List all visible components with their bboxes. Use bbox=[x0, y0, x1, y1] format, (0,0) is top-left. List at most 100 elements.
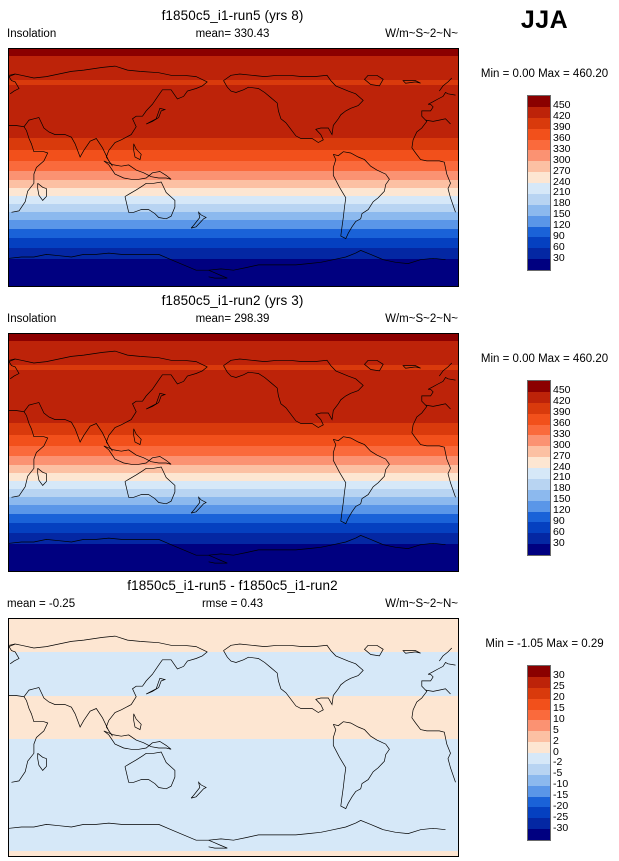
zonal-band bbox=[9, 227, 458, 228]
colorbar-tick-label: 150 bbox=[553, 208, 571, 221]
map-panel-run5: f1850c5_i1-run5 (yrs 8) Insolation mean=… bbox=[0, 0, 619, 287]
zonal-band bbox=[9, 531, 458, 532]
colorbar-tick-label: 15 bbox=[553, 702, 565, 714]
world-map[interactable] bbox=[8, 48, 459, 287]
colorbar-swatch bbox=[528, 96, 550, 107]
zonal-band bbox=[9, 243, 458, 244]
zonal-band bbox=[9, 518, 458, 519]
zonal-band bbox=[9, 528, 458, 529]
zonal-band bbox=[9, 222, 458, 223]
zonal-band bbox=[9, 226, 458, 227]
colorbar-tick-label: 180 bbox=[553, 482, 571, 495]
colorbar-tick-label: 20 bbox=[553, 691, 565, 704]
colorbar-swatch bbox=[528, 150, 550, 162]
colorbar-tick-label: 450 bbox=[553, 384, 571, 397]
zonal-band bbox=[9, 49, 458, 50]
zonal-band bbox=[9, 218, 458, 219]
zonal-band bbox=[9, 55, 458, 56]
zonal-band bbox=[9, 513, 458, 514]
zonal-band bbox=[9, 213, 458, 214]
zonal-band bbox=[9, 508, 458, 509]
panel-units-label: W/m~S~2~N~ bbox=[385, 598, 458, 610]
zonal-band bbox=[9, 565, 458, 566]
colorbar-tick-label: 30 bbox=[553, 251, 565, 264]
zonal-band bbox=[9, 503, 458, 504]
zonal-band bbox=[9, 500, 458, 501]
zonal-band bbox=[9, 249, 458, 250]
colorbar-tick-label: 2 bbox=[553, 734, 559, 747]
zonal-band bbox=[9, 512, 458, 513]
zonal-band bbox=[9, 344, 458, 345]
colorbar-tick-label: 450 bbox=[553, 99, 571, 112]
zonal-band bbox=[9, 566, 458, 567]
zonal-band bbox=[9, 65, 458, 66]
colorbar-tick-label: -5 bbox=[553, 767, 563, 780]
zonal-band bbox=[9, 557, 458, 558]
colorbar-swatch bbox=[528, 709, 550, 721]
zonal-band bbox=[9, 272, 458, 273]
zonal-band bbox=[9, 276, 458, 277]
zonal-band bbox=[9, 70, 458, 71]
zonal-band bbox=[9, 281, 458, 282]
zonal-band bbox=[9, 356, 458, 357]
colorbar-tick-label: 60 bbox=[553, 240, 565, 253]
zonal-band bbox=[9, 68, 458, 69]
zonal-band bbox=[9, 334, 458, 335]
colorbar-tick-label: 390 bbox=[553, 406, 571, 419]
zonal-band bbox=[9, 526, 458, 527]
zonal-band bbox=[9, 347, 458, 348]
colorbar-swatch bbox=[528, 720, 550, 732]
colorbar-tick-label: 420 bbox=[553, 110, 571, 123]
colorbar-tick-label: -25 bbox=[553, 810, 569, 823]
panel-mean-label: mean= 298.39 bbox=[195, 313, 270, 325]
colorbar[interactable] bbox=[527, 95, 551, 271]
zonal-band bbox=[9, 228, 458, 229]
difference-band-layer bbox=[9, 619, 458, 856]
colorbar-tick-label: 270 bbox=[553, 449, 571, 462]
colorbar-swatch bbox=[528, 807, 550, 819]
colorbar-swatch bbox=[528, 687, 550, 699]
colorbar-swatch bbox=[528, 500, 550, 512]
zonal-band bbox=[9, 561, 458, 562]
zonal-band bbox=[9, 355, 458, 356]
minmax-label: Min = -1.05 Max = 0.29 bbox=[485, 638, 604, 650]
world-map[interactable] bbox=[8, 618, 459, 857]
zonal-band bbox=[9, 60, 458, 61]
zonal-band bbox=[9, 53, 458, 54]
zonal-band bbox=[9, 509, 458, 510]
zonal-band bbox=[9, 354, 458, 355]
colorbar-tick-label: 60 bbox=[553, 525, 565, 538]
colorbar-tick-labels: 450 420 390 360 330 300 270 240 210 180 150 120 90 60… bbox=[553, 380, 599, 556]
zonal-band bbox=[9, 220, 458, 221]
colorbar[interactable] bbox=[527, 380, 551, 556]
zonal-band bbox=[9, 521, 458, 522]
panel-units-label: W/m~S~2~N~ bbox=[385, 28, 458, 40]
zonal-band bbox=[9, 560, 458, 561]
colorbar-swatch bbox=[528, 204, 550, 216]
zonal-band bbox=[9, 501, 458, 502]
zonal-band bbox=[9, 64, 458, 65]
colorbar-tick-label: 330 bbox=[553, 142, 571, 155]
panel-mean-label: mean= 330.43 bbox=[195, 28, 270, 40]
zonal-band bbox=[9, 277, 458, 278]
colorbar-tick-label: 330 bbox=[553, 427, 571, 440]
colorbar-swatch bbox=[528, 818, 550, 830]
colorbar-tick-label: 25 bbox=[553, 680, 565, 693]
colorbar-swatch bbox=[528, 478, 550, 490]
zonal-band bbox=[9, 522, 458, 523]
zonal-band bbox=[9, 358, 458, 359]
colorbar-swatch bbox=[528, 391, 550, 403]
zonal-band bbox=[9, 241, 458, 242]
world-map[interactable] bbox=[8, 333, 459, 572]
zonal-band bbox=[9, 534, 458, 535]
zonal-band bbox=[9, 342, 458, 343]
colorbar-swatch bbox=[528, 457, 550, 468]
zonal-band bbox=[9, 525, 458, 526]
zonal-band bbox=[9, 516, 458, 517]
colorbar-tick-label: -15 bbox=[553, 789, 569, 801]
colorbar-tick-label: 420 bbox=[553, 395, 571, 408]
colorbar-tick-labels: 450 420 390 360 330 300 270 240 210 180 150 120 90 60… bbox=[553, 95, 599, 271]
zonal-band bbox=[9, 520, 458, 521]
colorbar[interactable] bbox=[527, 665, 551, 841]
zonal-band bbox=[9, 345, 458, 346]
